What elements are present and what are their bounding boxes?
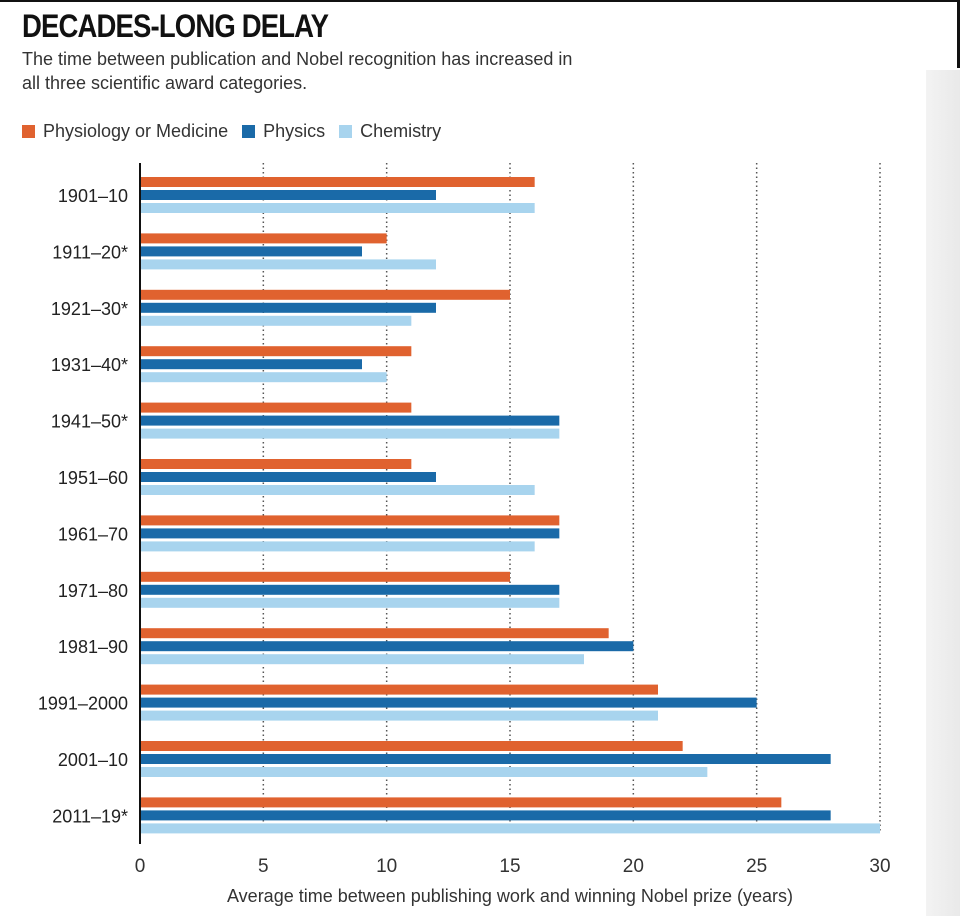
category-label-4: 1941–50* bbox=[51, 412, 128, 432]
legend-label-physics: Physics bbox=[263, 120, 326, 141]
legend-swatch-chemistry bbox=[339, 124, 353, 138]
category-label-9: 1991–2000 bbox=[38, 694, 128, 714]
bar-chemistry-4 bbox=[140, 428, 560, 439]
bar-chemistry-3 bbox=[140, 372, 387, 383]
bar-medicine-3 bbox=[140, 346, 412, 357]
bar-chemistry-0 bbox=[140, 203, 535, 213]
legend: Physiology or Medicine Physics Chemistry bbox=[22, 119, 455, 143]
top-border bbox=[0, 0, 960, 2]
bar-chemistry-5 bbox=[140, 485, 535, 495]
bar-medicine-5 bbox=[140, 459, 412, 469]
category-label-10: 2001–10 bbox=[58, 750, 128, 770]
category-label-5: 1951–60 bbox=[58, 468, 128, 488]
category-label-7: 1971–80 bbox=[58, 581, 128, 601]
bar-medicine-2 bbox=[140, 289, 510, 300]
chart-subtitle: The time between publication and Nobel r… bbox=[22, 49, 573, 93]
bar-chemistry-2 bbox=[140, 315, 412, 326]
category-label-8: 1981–90 bbox=[58, 637, 128, 657]
bar-medicine-8 bbox=[140, 628, 609, 639]
category-label-1: 1911–20* bbox=[52, 242, 128, 262]
x-tick-label-0: 0 bbox=[135, 856, 146, 877]
bar-medicine-9 bbox=[140, 684, 658, 695]
bar-medicine-10 bbox=[140, 741, 683, 751]
category-label-6: 1961–70 bbox=[58, 524, 128, 544]
legend-label-chemistry: Chemistry bbox=[360, 120, 442, 141]
x-tick-label-25: 25 bbox=[746, 856, 767, 877]
bar-medicine-4 bbox=[140, 402, 412, 413]
bar-medicine-11 bbox=[140, 797, 782, 808]
bar-physics-11 bbox=[140, 810, 831, 821]
right-border bbox=[957, 0, 960, 68]
bar-chemistry-1 bbox=[140, 259, 436, 270]
legend-swatch-physics bbox=[242, 124, 256, 138]
bar-physics-10 bbox=[140, 754, 831, 764]
legend-item-medicine: Physiology or Medicine bbox=[22, 121, 228, 142]
category-label-3: 1931–40* bbox=[51, 355, 128, 375]
bar-chemistry-10 bbox=[140, 767, 708, 777]
bar-physics-1 bbox=[140, 246, 362, 257]
bar-physics-7 bbox=[140, 584, 560, 595]
bar-physics-0 bbox=[140, 190, 436, 200]
bar-physics-4 bbox=[140, 415, 560, 426]
bar-medicine-1 bbox=[140, 233, 387, 244]
legend-label-medicine: Physiology or Medicine bbox=[43, 120, 229, 141]
background-edge bbox=[926, 70, 960, 916]
bar-physics-5 bbox=[140, 472, 436, 482]
category-label-2: 1921–30* bbox=[51, 299, 128, 319]
bar-physics-3 bbox=[140, 359, 362, 370]
bar-chemistry-8 bbox=[140, 654, 584, 665]
x-tick-label-15: 15 bbox=[499, 856, 520, 877]
bar-physics-9 bbox=[140, 697, 757, 708]
chart-title: DECADES-LONG DELAY bbox=[22, 8, 329, 44]
x-tick-label-5: 5 bbox=[258, 856, 269, 877]
x-axis-label: Average time between publishing work and… bbox=[227, 886, 793, 906]
category-label-0: 1901–10 bbox=[58, 186, 128, 206]
legend-swatch-medicine bbox=[22, 124, 35, 138]
bar-physics-8 bbox=[140, 641, 634, 652]
bar-chemistry-9 bbox=[140, 710, 658, 721]
bar-medicine-0 bbox=[140, 177, 535, 187]
bar-physics-2 bbox=[140, 302, 436, 313]
x-tick-label-20: 20 bbox=[623, 856, 644, 877]
legend-item-chemistry: Chemistry bbox=[339, 121, 441, 142]
bar-physics-6 bbox=[140, 528, 560, 539]
x-tick-label-10: 10 bbox=[376, 856, 397, 877]
legend-item-physics: Physics bbox=[242, 121, 325, 142]
bar-medicine-6 bbox=[140, 515, 560, 526]
bar-medicine-7 bbox=[140, 571, 510, 582]
bar-chemistry-11 bbox=[140, 823, 880, 834]
bar-chemistry-6 bbox=[140, 541, 535, 552]
bar-chemistry-7 bbox=[140, 597, 560, 608]
x-tick-label-30: 30 bbox=[869, 856, 890, 877]
category-label-11: 2011–19* bbox=[52, 806, 128, 826]
